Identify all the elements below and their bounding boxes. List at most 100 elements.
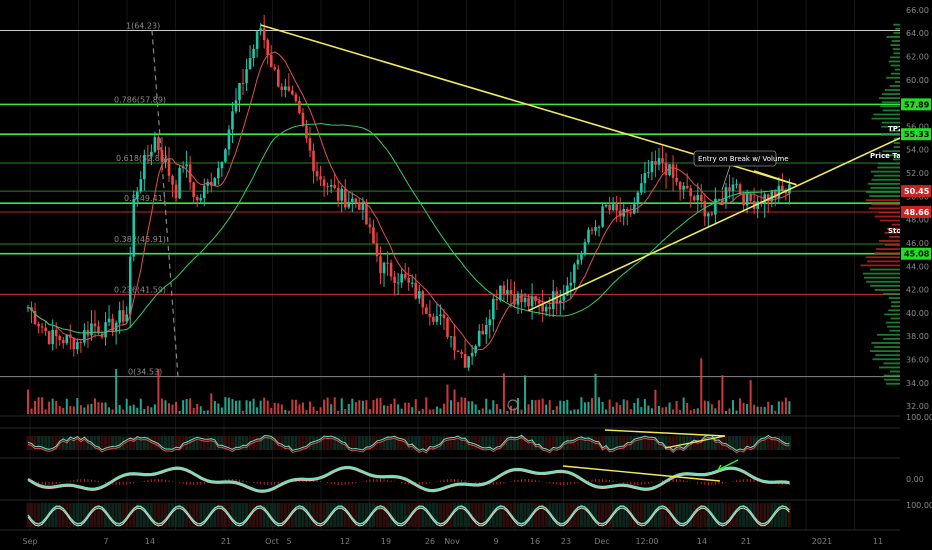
volume-profile-bar — [874, 289, 900, 291]
volume-bar — [488, 409, 491, 414]
price-tick-label: 48.00 — [906, 216, 929, 225]
volume-bar — [136, 407, 139, 414]
rsi-band — [248, 436, 252, 450]
rsi-band — [301, 436, 305, 450]
time-axis-label[interactable]: 16 — [530, 537, 540, 546]
rsi-band — [40, 436, 44, 450]
stoch-band — [361, 503, 365, 527]
event-marker — [507, 399, 519, 411]
volume-bar — [83, 407, 86, 414]
candle-body — [481, 330, 485, 335]
volume-bar — [471, 401, 474, 414]
volume-bar — [435, 406, 438, 414]
stoch-band — [89, 503, 93, 527]
candle-body — [633, 204, 636, 214]
candle-body — [79, 342, 83, 344]
volume-bar — [340, 398, 343, 414]
candle-body — [696, 195, 700, 201]
stoch-band — [230, 503, 234, 527]
rsi-axis-label: 100.00 — [906, 413, 932, 422]
volume-profile-bar — [871, 342, 900, 344]
volume-bar — [277, 403, 280, 414]
candle-body — [618, 210, 622, 217]
volume-bar — [245, 400, 248, 414]
volume-bar — [545, 404, 548, 414]
candle-body — [72, 337, 76, 350]
stoch-band — [597, 503, 601, 527]
stoch-band — [752, 503, 756, 527]
stoch-band — [375, 503, 379, 527]
candle-body — [520, 293, 523, 303]
volume-bar — [594, 373, 597, 414]
time-axis-label[interactable]: 23 — [561, 537, 571, 546]
stoch-band — [477, 503, 481, 527]
time-axis-label[interactable]: 9 — [493, 537, 498, 546]
stoch-band — [742, 503, 746, 527]
time-axis-label[interactable]: 2021 — [812, 537, 832, 546]
volume-bar — [432, 409, 435, 414]
candle-body — [657, 158, 661, 165]
volume-profile-bar — [886, 36, 900, 38]
time-axis-label[interactable]: Dec — [594, 537, 609, 546]
time-axis-label[interactable]: 14 — [697, 537, 707, 546]
time-axis-label[interactable]: 19 — [381, 537, 391, 546]
candle-body — [227, 129, 231, 150]
stoch-band — [615, 503, 619, 527]
fib-level-label: 0.236(41.59) — [114, 285, 166, 294]
volume-bar — [538, 399, 541, 414]
volume-bar — [524, 375, 527, 414]
macd-signal-line — [27, 468, 790, 493]
rsi-band — [481, 436, 485, 450]
candle-body — [47, 331, 51, 345]
stoch-band — [646, 503, 650, 527]
volume-bar — [242, 410, 245, 414]
stoch-band — [773, 503, 777, 527]
time-axis-label[interactable]: 26 — [425, 537, 435, 546]
volume-bar — [724, 410, 727, 414]
volume-bar — [717, 400, 720, 414]
time-axis-label[interactable]: 11 — [873, 537, 883, 546]
volume-bar — [499, 409, 502, 414]
stoch-band — [178, 503, 182, 527]
stoch-band — [632, 503, 636, 527]
moving-average-line — [27, 51, 790, 351]
volume-profile-bar — [880, 105, 900, 108]
stoch-band — [234, 503, 238, 527]
stoch-band — [438, 503, 442, 527]
time-axis-label[interactable]: 21 — [221, 537, 231, 546]
stoch-band — [523, 503, 527, 527]
time-axis-label[interactable]: 12:00 — [635, 537, 658, 546]
volume-bar — [37, 397, 40, 414]
time-axis-label[interactable]: 7 — [103, 537, 108, 546]
candles — [26, 14, 791, 371]
time-axis-label[interactable]: 5 — [286, 537, 291, 546]
volume-bar — [153, 404, 156, 414]
price-tick-label: 42.00 — [906, 286, 929, 295]
candle-body — [566, 285, 569, 296]
rsi-band — [336, 436, 340, 450]
time-axis-label[interactable]: 14 — [145, 537, 155, 546]
rsi-band — [82, 436, 86, 450]
rsi-band — [498, 436, 502, 450]
candle-body — [661, 158, 664, 163]
volume-profile-bar — [882, 121, 900, 124]
time-axis-label[interactable]: 12 — [340, 537, 350, 546]
time-axis-label[interactable]: Sep — [22, 537, 37, 546]
time-axis-label[interactable]: 21 — [741, 537, 751, 546]
rsi-band — [675, 436, 679, 450]
time-axis-label[interactable]: Oct — [265, 537, 279, 546]
time-axis-label[interactable]: Nov — [444, 537, 460, 546]
rsi-band — [202, 436, 206, 450]
time-axis[interactable]: Sep 7 14 21 Oct 5 12 19 26 Nov 9 16 23 Dec 12:00 14 21 20… — [22, 537, 883, 546]
rsi-band — [51, 436, 55, 450]
rsi-band — [516, 436, 520, 450]
stoch-band — [544, 503, 548, 527]
volume-bar — [227, 397, 230, 414]
price-tick-label: 36.00 — [906, 356, 929, 365]
trendline-lower[interactable] — [528, 104, 932, 312]
rsi-band — [54, 436, 58, 450]
rsi-band — [266, 436, 270, 450]
stoch-band — [403, 503, 407, 527]
price-axis[interactable]: 66.0064.0062.0060.0058.0056.0054.0052.00… — [900, 0, 932, 550]
